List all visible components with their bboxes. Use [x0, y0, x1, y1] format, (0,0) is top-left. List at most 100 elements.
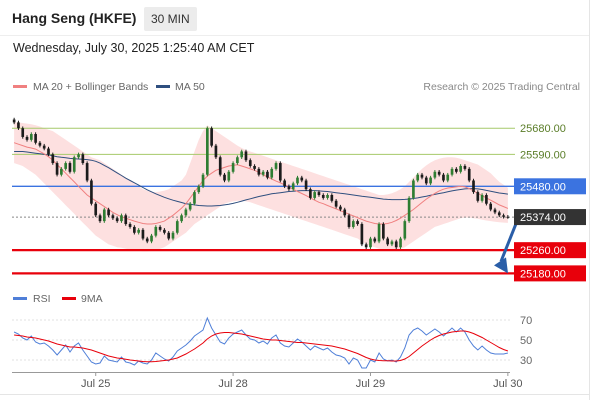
candle — [446, 172, 450, 183]
level-label-1: 25590.00 — [520, 149, 566, 161]
candle-body — [115, 218, 119, 222]
rsi-line — [13, 316, 509, 369]
candle — [236, 155, 239, 165]
candle-body — [111, 215, 115, 219]
candle-body — [107, 209, 110, 216]
level-label-4: 25260.00 — [520, 245, 566, 257]
rsi-panel: 70 50 30 — [12, 315, 532, 369]
legend-ma20-swatch — [13, 85, 27, 88]
candle — [442, 172, 445, 183]
candle — [60, 167, 63, 177]
candle-body — [154, 226, 158, 236]
x-tick-label: Jul 30 — [493, 378, 522, 390]
candle — [94, 201, 98, 218]
legend-ma50-label: MA 50 — [175, 81, 205, 93]
candle-body — [248, 160, 252, 166]
timeframe-button[interactable]: 30 MIN — [144, 7, 197, 31]
candle — [300, 175, 304, 183]
level-label-2: 25480.00 — [520, 181, 566, 193]
candle — [407, 196, 411, 223]
candle — [133, 225, 136, 235]
candle — [214, 143, 218, 159]
candle — [175, 219, 179, 235]
candle — [330, 193, 334, 203]
candle-body — [283, 180, 286, 187]
candle-body — [210, 128, 213, 146]
candle — [480, 193, 484, 203]
candle-body — [17, 122, 20, 129]
candle — [145, 236, 149, 244]
ma20-line — [13, 142, 509, 225]
candle-body — [188, 203, 192, 210]
candle — [360, 222, 364, 247]
candle-body — [403, 221, 407, 239]
level-label-box-5 — [514, 265, 586, 282]
candle-body — [420, 174, 424, 178]
candle — [343, 207, 347, 218]
candle-body — [326, 195, 329, 198]
candle — [77, 152, 80, 159]
candle-body — [180, 215, 183, 222]
candle — [38, 141, 42, 148]
candle-body — [506, 216, 510, 218]
candle — [193, 190, 196, 206]
candle — [502, 213, 505, 219]
candle-body — [244, 151, 248, 161]
candle-body — [442, 174, 445, 181]
candle-body — [291, 183, 295, 190]
candle — [115, 216, 119, 223]
candle-body — [201, 174, 205, 187]
candle-body — [133, 226, 136, 233]
forecast-arrow-shaft — [499, 218, 520, 262]
candle — [17, 120, 20, 130]
candle-body — [240, 151, 244, 158]
candle — [313, 190, 316, 200]
candle-body — [493, 209, 497, 213]
candle — [326, 193, 329, 200]
candle — [450, 167, 454, 177]
candle-body — [480, 195, 484, 201]
candle — [321, 193, 325, 200]
candle — [463, 164, 467, 171]
level-labels: 25680.00 25590.00 25480.00 25374.00 25260.00… — [514, 123, 586, 282]
candle-body — [94, 203, 98, 216]
candle — [42, 143, 46, 151]
candle — [497, 210, 501, 218]
candle-body — [502, 215, 505, 217]
candle-body — [55, 163, 59, 175]
candle — [188, 201, 192, 212]
candle — [158, 225, 162, 232]
candle — [455, 167, 458, 174]
candle — [412, 178, 415, 200]
candle-body — [304, 180, 308, 190]
candle — [180, 213, 183, 223]
candle-body — [163, 229, 166, 233]
candle — [257, 167, 261, 177]
chart-credit: Research © 2025 Trading Central — [423, 81, 580, 93]
candle — [472, 178, 475, 194]
candle-body — [394, 241, 398, 248]
candle — [467, 167, 471, 183]
candle — [72, 155, 76, 174]
level-label-3: 25374.00 — [520, 212, 566, 224]
candle — [274, 161, 278, 171]
candle-body — [102, 209, 106, 222]
candle — [201, 172, 205, 189]
candle — [81, 152, 85, 165]
candle — [296, 175, 299, 186]
candle — [356, 219, 359, 226]
candle — [283, 178, 286, 189]
candle-body — [463, 165, 467, 169]
candle-body — [390, 241, 394, 245]
candle — [248, 158, 252, 168]
candle — [493, 207, 497, 215]
candle — [85, 161, 89, 183]
candle — [184, 207, 188, 218]
candle-body — [236, 157, 239, 164]
candle — [390, 239, 394, 247]
x-tick-label: Jul 28 — [218, 378, 247, 390]
candle-body — [223, 174, 226, 181]
x-tick-label: Jul 29 — [356, 378, 385, 390]
candle-body — [120, 215, 123, 222]
